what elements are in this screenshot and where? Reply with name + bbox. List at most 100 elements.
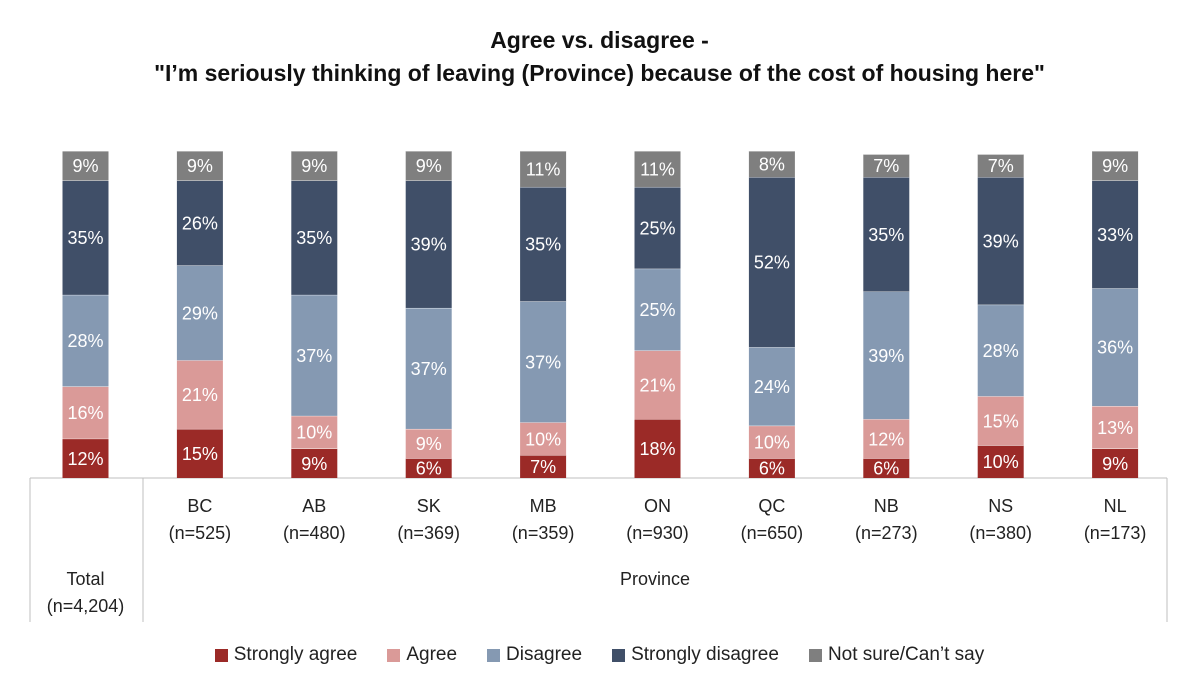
data-label: 9% [301,156,327,176]
bar-segment-strongly-agree [291,448,338,478]
chart-title-line-1: Agree vs. disagree - [490,27,709,53]
bar-segment-strongly-disagree [977,177,1024,305]
bar-segment-disagree [748,347,795,426]
legend-swatch [808,648,822,662]
bar-segment-not-sure-can-t-say [977,154,1024,178]
bar-segment-agree [405,428,452,459]
data-label: 6% [759,459,785,479]
bar-segment-disagree [176,265,223,361]
bar-segment-agree [977,396,1024,446]
category-label: Total [66,569,104,589]
category-n-label: (n=380) [969,523,1032,543]
legend-label: Not sure/Can’t say [827,644,985,665]
legend-item: Strongly disagree [612,644,779,666]
data-label: 8% [759,155,785,175]
bar-segment-strongly-disagree [176,180,223,266]
group-label-province: Province [620,569,690,589]
bar-segment-strongly-disagree [405,180,452,308]
bar-segment-strongly-agree [405,458,452,478]
data-label: 7% [530,457,556,477]
bar-segment-strongly-disagree [863,177,910,292]
data-label: 7% [988,156,1014,176]
category-label: QC [758,496,785,516]
data-label: 35% [67,228,103,248]
data-label: 39% [411,235,447,255]
bar-segment-agree [748,425,795,459]
bar-segment-strongly-agree [176,428,223,478]
bar-segment-agree [176,360,223,429]
category-label: NB [874,496,899,516]
category-n-label: (n=273) [855,523,918,543]
bar-segment-strongly-agree [1092,448,1139,478]
chart-legend: Strongly agree Agree Disagree Strongly disa… [0,644,1199,666]
data-label: 29% [182,303,218,323]
bar-segment-disagree [62,294,109,387]
bar-segment-not-sure-can-t-say [863,154,910,178]
category-label: MB [530,496,557,516]
bar-segment-disagree [405,307,452,429]
data-label: 12% [868,429,904,449]
data-label: 9% [416,434,442,454]
legend-item: Agree [387,644,457,666]
bar-segment-strongly-agree [520,455,567,478]
bar-segment-strongly-agree [863,458,910,478]
bar-segment-not-sure-can-t-say [1092,151,1139,181]
data-label: 16% [67,403,103,423]
bar-segment-not-sure-can-t-say [634,151,681,187]
data-label: 12% [67,449,103,469]
data-label: 33% [1097,225,1133,245]
data-label: 11% [640,159,675,179]
data-label: 10% [754,433,790,453]
category-label: NL [1104,496,1127,516]
data-label: 52% [754,253,790,273]
category-label: AB [302,496,326,516]
data-label: 24% [754,377,790,397]
category-n-label: (n=650) [741,523,804,543]
bar-segment-not-sure-can-t-say [405,151,452,181]
bar-segment-not-sure-can-t-say [176,151,223,181]
data-label: 9% [301,454,327,474]
data-label: 37% [525,352,561,372]
bar-segment-not-sure-can-t-say [62,151,109,181]
category-n-label: (n=525) [169,523,232,543]
data-label: 9% [187,156,213,176]
bar-segment-disagree [977,304,1024,397]
bar-segment-strongly-agree [634,419,681,478]
bar-segment-disagree [1092,288,1139,407]
legend-label: Agree [406,644,458,665]
category-label: ON [644,496,671,516]
data-label: 9% [1102,156,1128,176]
category-n-label: (n=4,204) [47,596,125,616]
category-label: NS [988,496,1013,516]
legend-swatch [387,648,401,662]
data-label: 15% [983,411,1019,431]
data-label: 36% [1097,338,1133,358]
data-label: 35% [868,225,904,245]
data-label: 28% [983,341,1019,361]
legend-label: Strongly disagree [631,644,779,665]
data-label: 9% [416,156,442,176]
category-n-label: (n=359) [512,523,575,543]
bar-segment-disagree [863,291,910,420]
data-label: 11% [526,159,561,179]
legend-swatch [214,648,228,662]
data-label: 25% [639,300,675,320]
bar-segment-not-sure-can-t-say [291,151,338,181]
category-n-label: (n=930) [626,523,689,543]
data-label: 15% [182,444,218,464]
bar-segment-agree [62,386,109,439]
data-label: 39% [983,231,1019,251]
legend-swatch [612,648,626,662]
category-label: BC [187,496,212,516]
data-label: 37% [296,346,332,366]
bar-segment-strongly-disagree [62,180,109,295]
data-label: 28% [67,331,103,351]
bar-segment-strongly-disagree [748,177,795,348]
legend-item: Disagree [487,644,582,666]
bar-segment-strongly-agree [62,438,109,478]
data-label: 18% [639,439,675,459]
bar-segment-agree [520,422,567,456]
data-label: 10% [983,452,1019,472]
bar-segment-strongly-agree [977,445,1024,478]
bar-segment-disagree [634,268,681,351]
